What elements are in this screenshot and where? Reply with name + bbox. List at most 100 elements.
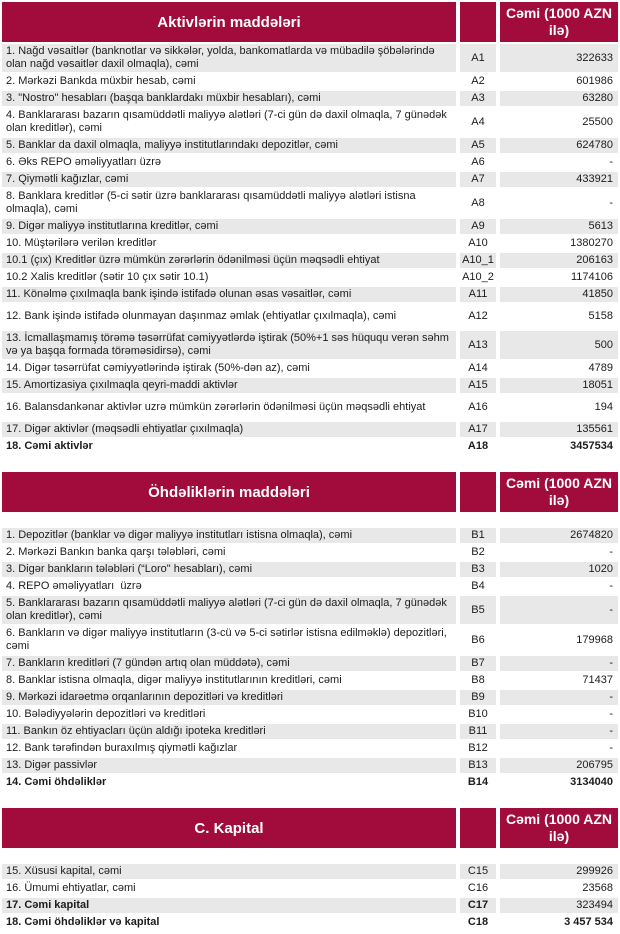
row-label: 15. Xüsusi kapital, cəmi: [2, 864, 456, 879]
section-header: Öhdəliklərin maddələri Cəmi (1000 AZN il…: [2, 472, 618, 512]
value-column-header: Cəmi (1000 AZN ilə): [500, 2, 618, 42]
table-row: 3. "Nostro" hesabları (başqa banklardakı…: [2, 91, 618, 106]
table-row: 15. Amortizasiya çıxılmaqla qeyri-maddi …: [2, 378, 618, 393]
table-row: 16. Ümumi ehtiyatlar, cəmi C16 23568: [2, 881, 618, 896]
row-label: 16. Ümumi ehtiyatlar, cəmi: [6, 882, 136, 894]
table-row: 6. Bankların və digər maliyyə institutla…: [2, 626, 618, 654]
code-column-header: [460, 2, 496, 42]
row-value: 323494: [500, 898, 618, 913]
row-code: A6: [471, 156, 485, 168]
row-code: B4: [471, 580, 485, 592]
row-code: A18: [467, 440, 489, 452]
row-label: 18. Cəmi öhdəliklər və kapital: [6, 916, 160, 928]
row-label: 17. Cəmi kapital: [2, 898, 456, 913]
row-value: -: [609, 580, 613, 592]
section-header: Aktivlərin maddələri Cəmi (1000 AZN ilə): [2, 2, 618, 42]
table-row: 12. Bank tərəfindən buraxılmış qiymətli …: [2, 741, 618, 756]
table-row: 8. Banklar istisna olmaqla, digər maliyy…: [2, 673, 618, 688]
code-column-header: [460, 808, 496, 848]
row-label: 11. Bankın öz ehtiyacları üçün aldığı ip…: [2, 724, 456, 739]
row-code: A10: [468, 237, 488, 249]
row-code: A3: [460, 91, 496, 106]
table-row: 8. Banklara kreditlər (5-ci sətir üzrə b…: [2, 189, 618, 217]
row-label: 2. Mərkəzi Bankda müxbir hesab, cəmi: [6, 75, 196, 87]
row-value: 25500: [582, 115, 613, 128]
table-row: 7. Qiymətli kağızlar, cəmi A7 433921: [2, 172, 618, 187]
row-value: 322633: [500, 44, 618, 72]
row-code: B13: [460, 758, 496, 773]
table-row: 13. İcmallaşmamış törəmə təsərrüfat cəmi…: [2, 331, 618, 359]
table-row: 17. Digər aktivlər (məqsədli ehtiyatlar …: [2, 422, 618, 437]
row-value: -: [500, 690, 618, 705]
row-code: A9: [460, 219, 496, 234]
row-code: B12: [468, 742, 488, 754]
row-label: 14. Cəmi öhdəliklər: [6, 776, 107, 788]
table-row: 10. Bələdiyyələrin depozitləri və kredit…: [2, 707, 618, 722]
table-row: 17. Cəmi kapital C17 323494: [2, 898, 618, 913]
table-row: 1. Depozitlər (banklar və digər maliyyə …: [2, 528, 618, 543]
row-label: 10.2 Xalis kreditlər (sətir 10 çıx sətir…: [6, 271, 209, 283]
row-label: 2. Mərkəzi Bankın banka qarşı tələbləri,…: [6, 546, 226, 558]
row-label: 10. Müştərilərə verilən kreditlər: [6, 237, 157, 249]
section-title: Öhdəliklərin maddələri: [2, 472, 456, 512]
row-value: 4789: [588, 362, 613, 374]
section-title: Aktivlərin maddələri: [2, 2, 456, 42]
row-code: B11: [460, 724, 496, 739]
table-row: 18. Cəmi aktivlər A18 3457534: [2, 439, 618, 454]
row-value: 206795: [500, 758, 618, 773]
table-row: 9. Mərkəzi idarəetmə orqanlarının depozi…: [2, 690, 618, 705]
row-value: -: [609, 708, 613, 720]
row-code: B10: [468, 708, 488, 720]
row-label: 15. Amortizasiya çıxılmaqla qeyri-maddi …: [2, 378, 456, 393]
row-value: -: [609, 742, 613, 754]
row-label: 11. Könəlmə çıxılmaqla bank işində istif…: [2, 287, 456, 302]
row-code: A15: [460, 378, 496, 393]
section-title: C. Kapital: [2, 808, 456, 848]
table-row: 15. Xüsusi kapital, cəmi C15 299926: [2, 864, 618, 879]
row-label: 3. Digər bankların tələbləri (“Loro" hes…: [2, 562, 456, 577]
table-row: 18. Cəmi öhdəliklər və kapital C18 3 457 5…: [2, 915, 618, 930]
row-value: 23568: [582, 882, 613, 894]
row-code: B5: [460, 596, 496, 624]
row-label: 13. İcmallaşmamış törəmə təsərrüfat cəmi…: [2, 331, 456, 359]
row-label: 8. Banklar istisna olmaqla, digər maliyy…: [6, 674, 342, 686]
table-row: 4. Banklararası bazarın qısamüddətli mal…: [2, 108, 618, 136]
row-value: -: [609, 156, 613, 168]
table-row: 2. Mərkəzi Bankın banka qarşı tələbləri,…: [2, 545, 618, 560]
row-label: 7. Qiymətli kağızlar, cəmi: [2, 172, 456, 187]
row-value: 179968: [576, 633, 613, 646]
row-value: -: [609, 546, 613, 558]
table-row: 7. Bankların kreditləri (7 gündən artıq …: [2, 656, 618, 671]
row-value: 71437: [582, 674, 613, 686]
row-code: A13: [460, 331, 496, 359]
row-code: B14: [467, 776, 489, 788]
table-row: 9. Digər maliyyə institutlarına kreditlə…: [2, 219, 618, 234]
row-label: 12. Bank işində istifadə olunmayan daşın…: [6, 310, 397, 322]
row-code: B7: [460, 656, 496, 671]
row-code: B9: [460, 690, 496, 705]
row-code: A14: [468, 362, 488, 374]
row-label: 7. Bankların kreditləri (7 gündən artıq …: [2, 656, 456, 671]
row-value: 2674820: [500, 528, 618, 543]
row-code: B2: [471, 546, 485, 558]
row-value: 433921: [500, 172, 618, 187]
row-label: 14. Digər təsərrüfat cəmiyyətlərində işt…: [6, 362, 310, 374]
row-value: 624780: [500, 138, 618, 153]
code-column-header: [460, 472, 496, 512]
row-code: C17: [460, 898, 496, 913]
row-label: 9. Mərkəzi idarəetmə orqanlarının depozi…: [2, 690, 456, 705]
row-code: A10_2: [462, 271, 494, 283]
table-row: 4. REPO əməliyyatları üzrə B4 -: [2, 579, 618, 594]
row-value: 135561: [500, 422, 618, 437]
row-label: 12. Bank tərəfindən buraxılmış qiymətli …: [6, 742, 238, 754]
row-label: 9. Digər maliyyə institutlarına kreditlə…: [2, 219, 456, 234]
table-row: 5. Banklararası bazarın qısamüddətli mal…: [2, 596, 618, 624]
row-code: B6: [471, 633, 485, 646]
table-row: 13. Digər passivlər B13 206795: [2, 758, 618, 773]
row-value: 3457534: [570, 440, 613, 452]
row-value: -: [609, 196, 613, 209]
row-label: 8. Banklara kreditlər (5-ci sətir üzrə b…: [6, 190, 419, 215]
row-label: 10. Bələdiyyələrin depozitləri və kredit…: [6, 708, 206, 720]
section-rows: 15. Xüsusi kapital, cəmi C15 299926 16. Ümu…: [2, 864, 618, 930]
row-value: 3 457 534: [564, 916, 613, 928]
